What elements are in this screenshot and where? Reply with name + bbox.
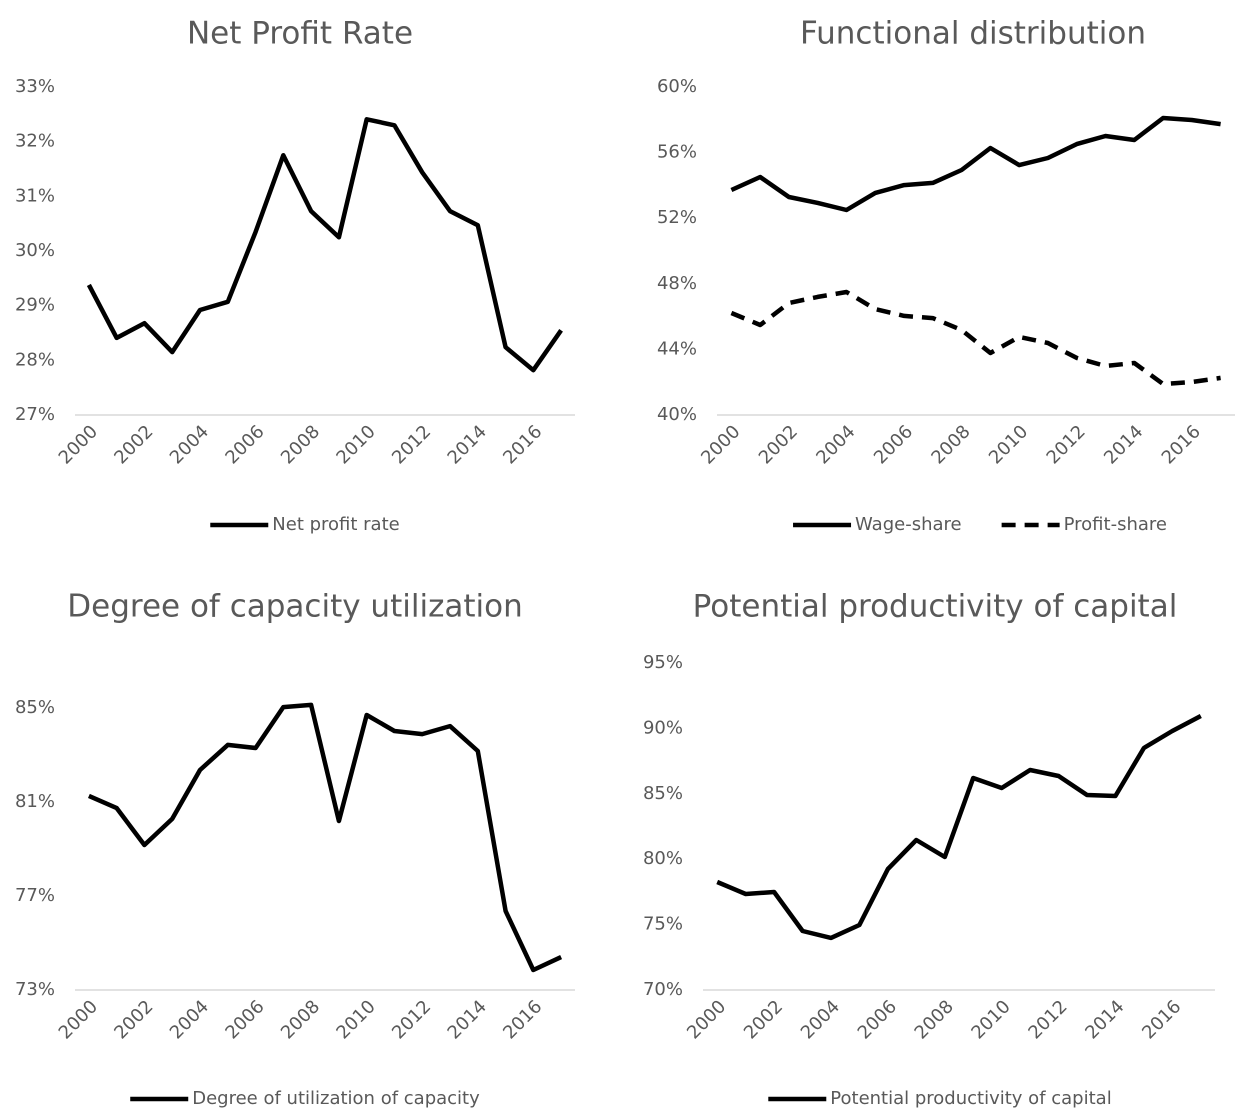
x-tick-label: 2006 <box>870 421 917 468</box>
legend-label: Net profit rate <box>272 514 399 535</box>
x-tick-label: 2016 <box>499 996 546 1043</box>
y-tick-label: 32% <box>15 131 55 152</box>
y-tick-label: 29% <box>15 295 55 316</box>
x-tick-label: 2012 <box>388 421 435 468</box>
y-tick-label: 33% <box>15 76 55 97</box>
y-tick-label: 90% <box>643 717 683 738</box>
x-tick-label: 2010 <box>985 421 1032 468</box>
line-series <box>87 702 563 973</box>
y-tick-label: 85% <box>15 697 55 718</box>
legend: Potential productivity of capital <box>768 1088 1112 1109</box>
y-tick-label: 27% <box>15 404 55 425</box>
line-series <box>730 115 1221 213</box>
x-tick-label: 2000 <box>55 421 102 468</box>
x-tick-label: 2012 <box>1043 421 1090 468</box>
y-tick-label: 75% <box>643 914 683 935</box>
line-series <box>730 289 1221 387</box>
x-tick-label: 2006 <box>221 996 268 1043</box>
x-tick-label: 2014 <box>1100 421 1147 468</box>
y-tick-label: 31% <box>15 185 55 206</box>
chart: Net Profit Rate 27% 28% 29% 30% 31% 32% 33% 2000… <box>15 16 575 535</box>
legend-label: Wage-share <box>855 514 962 535</box>
x-tick-label: 2002 <box>110 421 157 468</box>
legend-label: Profit-share <box>1064 514 1167 535</box>
x-tick-label: 2004 <box>797 996 844 1043</box>
y-tick-label: 95% <box>643 652 683 673</box>
y-tick-label: 30% <box>15 240 55 261</box>
x-tick-label: 2016 <box>499 421 546 468</box>
y-tick-label: 70% <box>643 979 683 1000</box>
x-tick-label: 2004 <box>166 421 213 468</box>
y-tick-label: 80% <box>643 848 683 869</box>
x-tick-label: 2014 <box>444 996 491 1043</box>
x-tick-label: 2002 <box>740 996 787 1043</box>
y-tick-label: 48% <box>657 273 697 294</box>
chart: Degree of capacity utilization 73% 77% 81% 8… <box>15 589 575 1109</box>
x-tick-label: 2014 <box>1081 996 1128 1043</box>
x-tick-label: 2000 <box>697 421 744 468</box>
x-tick-label: 2012 <box>1024 996 1071 1043</box>
x-tick-label: 2008 <box>277 421 324 468</box>
legend: Wage-share Profit-share <box>793 514 1167 535</box>
y-tick-label: 56% <box>657 142 697 163</box>
y-tick-label: 85% <box>643 783 683 804</box>
x-tick-label: 2002 <box>755 421 802 468</box>
chart-title: Degree of capacity utilization <box>67 589 522 625</box>
legend: Degree of utilization of capacity <box>130 1088 480 1109</box>
x-tick-label: 2010 <box>332 421 379 468</box>
x-tick-label: 2010 <box>967 996 1014 1043</box>
y-tick-label: 81% <box>15 791 55 812</box>
x-tick-label: 2008 <box>277 996 324 1043</box>
x-tick-label: 2000 <box>683 996 730 1043</box>
y-tick-label: 28% <box>15 349 55 370</box>
x-tick-label: 2002 <box>110 996 157 1043</box>
y-tick-label: 60% <box>657 76 697 97</box>
legend: Net profit rate <box>210 514 400 535</box>
chart-title: Potential productivity of capital <box>693 589 1178 625</box>
y-tick-label: 44% <box>657 338 697 359</box>
x-tick-label: 2012 <box>388 996 435 1043</box>
y-tick-label: 73% <box>15 979 55 1000</box>
x-tick-label: 2006 <box>854 996 901 1043</box>
chart: Functional distribution 40% 44% 48% 52% 56% 60… <box>657 16 1235 535</box>
legend-label: Potential productivity of capital <box>830 1088 1111 1109</box>
x-tick-label: 2014 <box>444 421 491 468</box>
x-tick-label: 2016 <box>1158 421 1205 468</box>
y-tick-label: 77% <box>15 885 55 906</box>
x-tick-label: 2016 <box>1138 996 1185 1043</box>
x-tick-label: 2010 <box>332 996 379 1043</box>
y-tick-label: 40% <box>657 404 697 425</box>
x-tick-label: 2008 <box>911 996 958 1043</box>
x-tick-label: 2004 <box>166 996 213 1043</box>
chart-title: Net Profit Rate <box>187 16 413 52</box>
legend-label: Degree of utilization of capacity <box>192 1088 480 1109</box>
x-tick-label: 2004 <box>812 421 859 468</box>
x-tick-label: 2006 <box>221 421 268 468</box>
chart-title: Functional distribution <box>800 16 1146 52</box>
y-tick-label: 52% <box>657 207 697 228</box>
x-tick-label: 2008 <box>927 421 974 468</box>
chart: Potential productivity of capital 70% 75% 8… <box>643 589 1215 1109</box>
line-series <box>716 714 1202 941</box>
x-tick-label: 2000 <box>55 996 102 1043</box>
line-series <box>86 117 563 373</box>
